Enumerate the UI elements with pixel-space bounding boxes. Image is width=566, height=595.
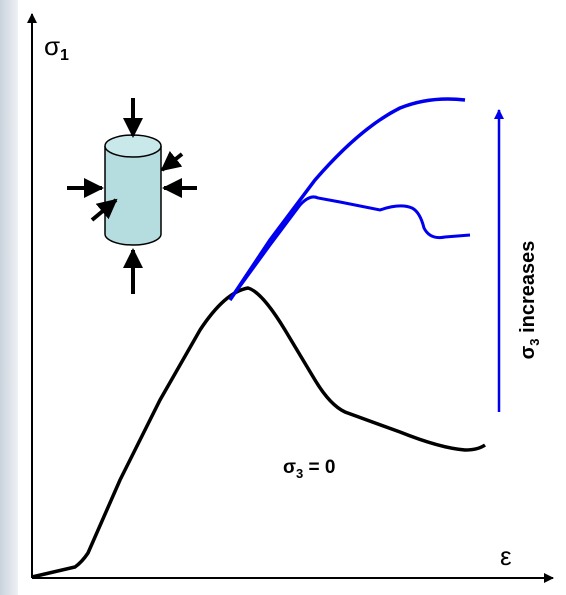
- specimen-icon: [67, 98, 197, 294]
- curve-low-confinement: [228, 195, 471, 301]
- background-edge: [0, 0, 18, 595]
- curve-unconfined: [31, 286, 487, 579]
- curve-label: σ3 = 0: [283, 457, 335, 481]
- arrow-label: σ3 increases: [517, 241, 542, 360]
- y-axis-label: σ1: [44, 31, 69, 64]
- x-axis-label: ε: [500, 541, 512, 571]
- curve-high-confinement: [228, 97, 466, 301]
